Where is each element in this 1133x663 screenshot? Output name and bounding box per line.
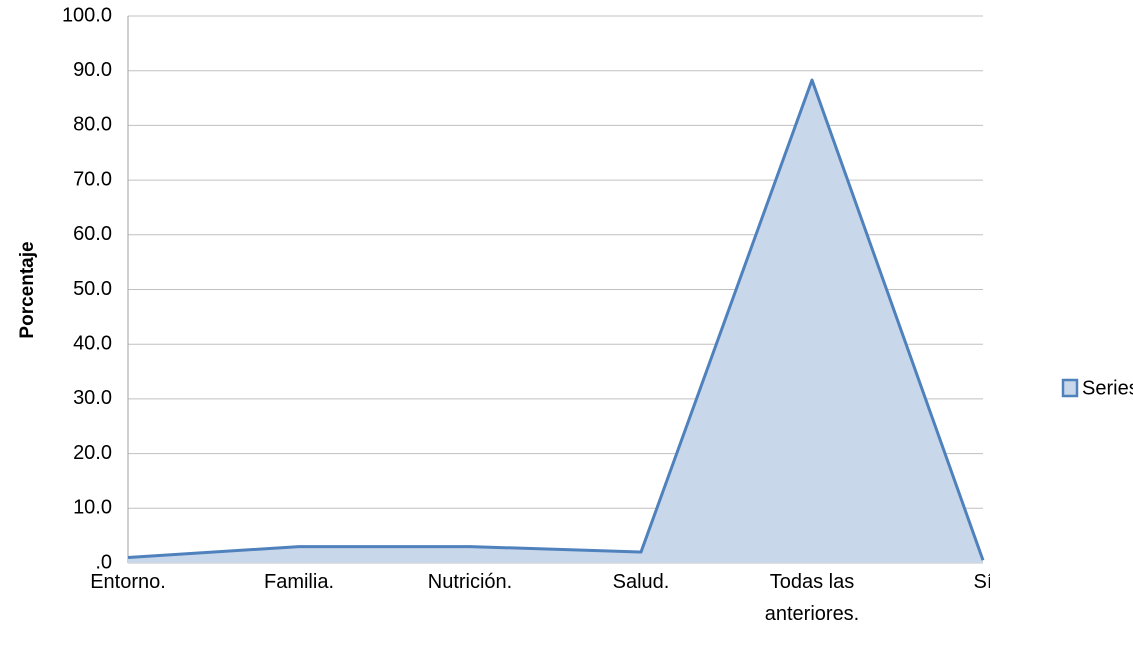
y-tick-label: 40.0 [73, 332, 112, 354]
area-line [127, 78, 985, 561]
y-tick-label: 100.0 [62, 4, 112, 26]
y-tick-label: 90.0 [73, 59, 112, 81]
x-tick-label: Nutrición. [427, 571, 513, 593]
category-labels: Entorno. Familia. Nutrición. Salud. Todas la… [90, 571, 990, 625]
y-axis-label: Porcentaje [17, 241, 38, 338]
x-tick-label: Salud. [612, 571, 670, 593]
legend-swatch [1061, 378, 1079, 398]
x-tick-label: Sí [973, 571, 990, 593]
x-tick-label: Familia. [263, 571, 334, 593]
x-tick-label: Entorno. [90, 571, 166, 593]
y-tick-label: 60.0 [73, 223, 112, 245]
y-tick-label: 30.0 [73, 387, 112, 409]
y-tick-label: 70.0 [73, 168, 112, 190]
y-tick-label: 10.0 [73, 497, 112, 519]
y-tick-label: .0 [95, 551, 112, 573]
x-tick-label: Todas las anteriores. [764, 571, 860, 625]
y-tick-label: 50.0 [73, 278, 112, 300]
legend-label: Series1 [1082, 377, 1133, 399]
y-tick-label: 20.0 [73, 442, 112, 464]
y-tick-label: 80.0 [73, 114, 112, 136]
